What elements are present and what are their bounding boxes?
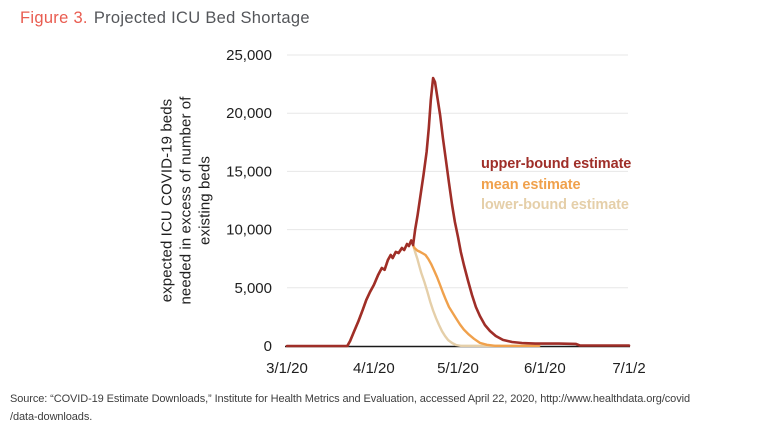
- figure-number-label: Figure 3.: [20, 9, 88, 27]
- x-tick-label: 3/1/20: [266, 360, 308, 377]
- legend-mean: mean estimate: [481, 176, 581, 193]
- y-tick-label: 10,000: [226, 222, 272, 239]
- y-tick-label: 0: [264, 338, 272, 355]
- x-tick-label: 4/1/20: [353, 360, 395, 377]
- series-lines: [285, 76, 631, 348]
- x-tick-label: 5/1/20: [437, 360, 479, 377]
- y-tick-label: 5,000: [234, 280, 272, 297]
- figure-title-text: Projected ICU Bed Shortage: [93, 9, 310, 27]
- source-line-1: Source: “COVID-19 Estimate Downloads,” I…: [10, 393, 690, 405]
- series-line-mean-estimate: [346, 239, 541, 348]
- y-tick-label: 15,000: [226, 163, 272, 180]
- source-note: Source: “COVID-19 Estimate Downloads,” I…: [10, 390, 690, 426]
- y-tick-labels: 0 5,000 10,000 15,000 20,000 25,000: [226, 47, 272, 355]
- source-line-2: /data-downloads.: [10, 411, 93, 423]
- page-title: Figure 3. Projected ICU Bed Shortage: [20, 9, 310, 28]
- gridlines: [287, 54, 628, 289]
- y-tick-label: 20,000: [226, 105, 272, 122]
- x-tick-labels: 3/1/20 4/1/20 5/1/20 6/1/20 7/1/2: [266, 360, 646, 377]
- legend-upper-bound: upper-bound estimate: [481, 156, 632, 172]
- x-tick-label: 6/1/20: [524, 360, 566, 377]
- series-line-upper-bound-estimate: [285, 76, 631, 348]
- y-tick-label: 25,000: [226, 47, 272, 64]
- x-tick-label: 7/1/2: [612, 360, 645, 377]
- legend-lower-bound: lower-bound estimate: [481, 196, 629, 213]
